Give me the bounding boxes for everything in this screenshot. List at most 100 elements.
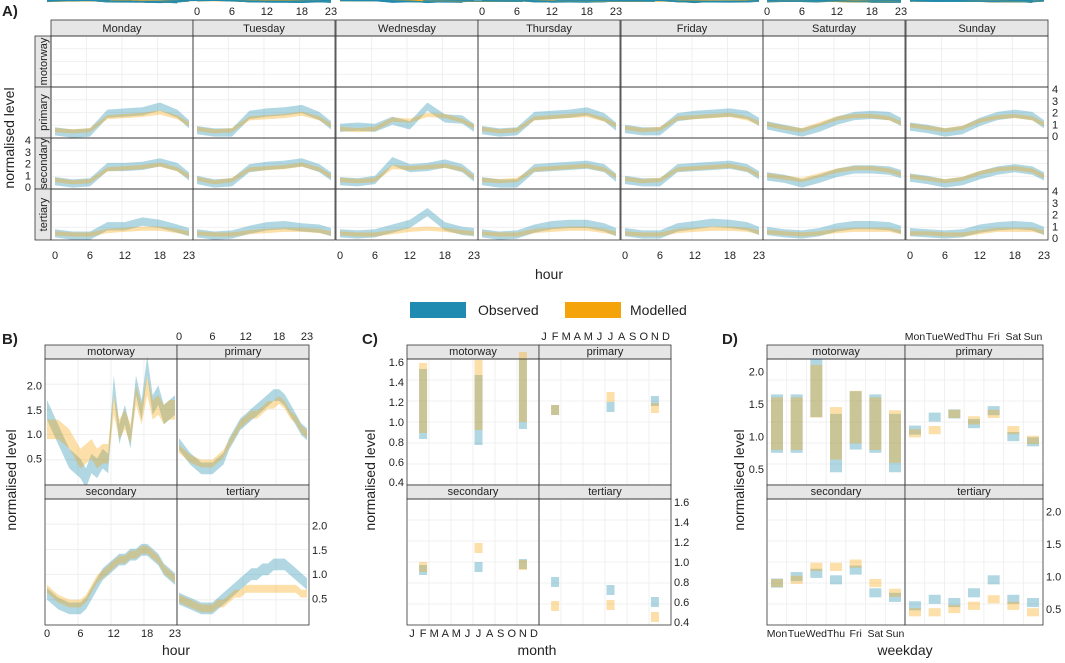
panel-c: C) normalised level month motorway 0.4 0.6 0.8… [362,0,689,658]
x-tick-label: Sun [886,628,905,640]
modelled-range-bar [650,612,659,622]
x-tick-label: N [519,628,527,640]
observed-range-bar [771,578,783,588]
x-tick-label: 12 [689,250,701,262]
x-tick-label: S [497,628,504,640]
observed-range-bar [889,413,901,473]
observed-range-bar [830,413,842,473]
y-tick-label: 1 [1052,221,1058,233]
y-tick-label: 1.2 [389,397,404,409]
y-tick-label: 0.4 [674,617,689,629]
observed-range-bar [948,409,961,419]
facet-d-tertiary-label: tertiary [957,486,991,498]
x-tick-label-top: 18 [273,331,285,343]
row-tertiary-label: tertiary [38,197,50,231]
x-tick-label: 6 [657,250,663,262]
modelled-band [340,226,474,237]
day-monday-label: Monday [102,23,142,35]
modelled-range-bar [889,588,901,597]
x-tick-label-top: 0 [479,6,485,18]
facet-frame [538,498,672,626]
x-tick-label: 6 [77,628,83,640]
modelled-range-bar [790,575,803,584]
modelled-range-bar [928,426,941,435]
facet-d-motorway-plot [766,0,906,486]
facet-motorway-sunday [905,0,1049,88]
y-tick-label: 4 [1052,186,1058,198]
y-tick-label: 0.6 [674,597,689,609]
y-tick-label: 2 [25,159,31,171]
observed-range-bar [968,419,980,429]
observed-range-bar [790,572,803,582]
x-tick-label: 23 [183,250,195,262]
modelled-band [767,227,901,237]
modelled-range-bar [771,578,783,588]
modelled-range-bar [869,578,882,588]
modelled-band [482,226,616,237]
x-tick-label: 23 [468,250,480,262]
facet-c-tertiary-plot [538,0,672,626]
modelled-range-bar [551,405,560,415]
x-tick-label: Thu [827,628,845,640]
y-tick-label: 0 [1052,233,1058,245]
facet-frame [477,188,621,241]
x-tick-label-top: J [608,331,614,343]
observed-band [910,164,1044,188]
x-tick-label-top: Thu [965,331,983,343]
day-tuesday-label: Tuesday [243,23,285,35]
observed-range-bar [551,577,560,587]
facet-d-primary-label: primary [956,346,993,358]
y-tick-label: 1.2 [674,537,689,549]
modelled-band [625,226,759,237]
x-tick-label-top: A [618,331,626,343]
observed-band [340,208,474,239]
x-tick-label: 23 [1038,250,1050,262]
observed-band [197,158,331,188]
observed-band [179,558,307,615]
observed-range-bar [1027,598,1039,608]
observed-range-bar [810,358,823,418]
y-tick-label: 1.5 [1046,539,1061,551]
x-tick-label: 12 [974,250,986,262]
observed-band [55,102,189,138]
modelled-range-bar [968,601,980,610]
observed-range-bar [474,375,483,445]
observed-range-bar [928,412,941,422]
x-tick-label-top: Fri [988,331,1000,343]
observed-band [625,218,759,239]
y-tick-label: 1.5 [27,405,42,417]
y-tick-label: 1.0 [749,432,764,444]
x-tick-label-top: 18 [581,6,593,18]
y-axis-title-b: normalised level [3,429,19,530]
day-saturday-label: Saturday [812,23,857,35]
facet-b-primary-label: primary [225,346,262,358]
observed-band [55,158,189,188]
y-tick-label: 0.8 [389,437,404,449]
x-tick-label-top: 6 [799,6,805,18]
modelled-range-bar [810,562,823,571]
modelled-band [625,112,759,133]
facet-c-motorway-label: motorway [449,346,497,358]
observed-band [482,160,616,188]
x-tick-label-top: 23 [301,331,313,343]
facet-d-primary-plot [904,0,1044,486]
y-tick-label: 0 [25,182,31,194]
modelled-range-bar [419,562,428,572]
x-tick-label: O [508,628,517,640]
facet-d-secondary-label: secondary [811,486,862,498]
observed-band [340,157,474,187]
observed-range-bar [987,406,1000,416]
y-tick-label: 1.0 [27,429,42,441]
x-tick-label-top: 0 [764,6,770,18]
x-tick-label: 12 [119,250,131,262]
x-axis-title-b: hour [162,642,190,658]
facet-b-secondary-label: secondary [86,486,137,498]
x-tick-label-top: 12 [240,331,252,343]
observed-range-bar [419,565,428,575]
x-tick-label: 23 [753,250,765,262]
y-tick-label: 0 [1052,131,1058,143]
panel-d: D) normalised level weekday motorway 0.5 1.0 1… [722,0,1061,658]
observed-range-bar [968,588,980,598]
observed-range-bar [790,394,803,453]
